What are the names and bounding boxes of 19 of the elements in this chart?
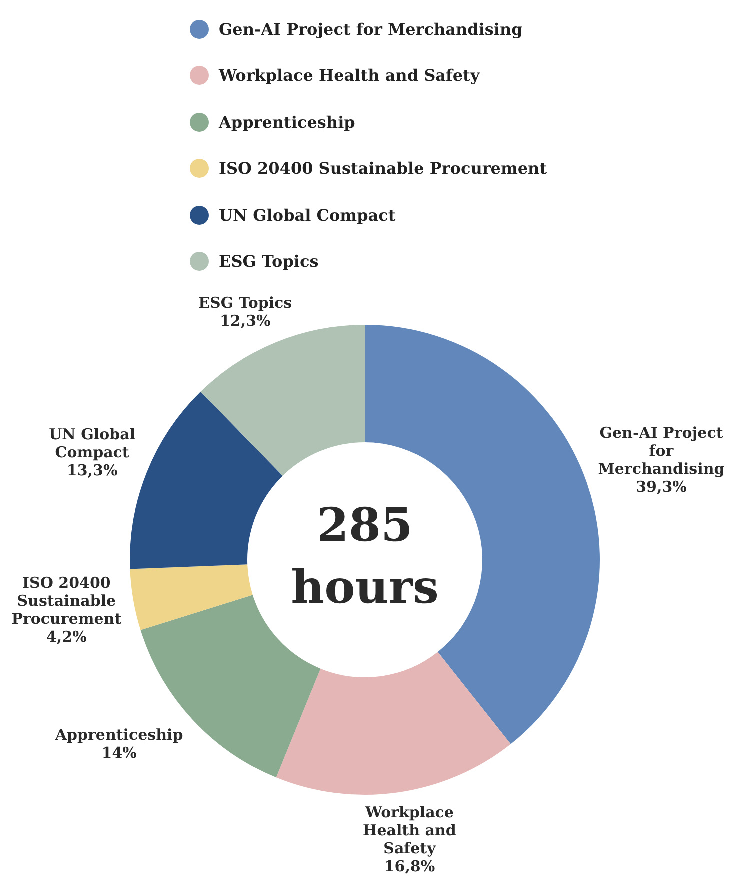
legend-label: ISO 20400 Sustainable Procurement [219, 159, 548, 178]
text: 285 hours [291, 498, 439, 614]
data-label: 12,3% [220, 312, 271, 330]
data-label: 14% [102, 744, 137, 762]
slice-label: UN Global Compact [49, 426, 136, 462]
data-label: 4,2% [46, 628, 87, 646]
slice-label: ESG Topics [198, 294, 292, 312]
legend-label: ESG Topics [219, 252, 319, 272]
data-label: 16,8% [384, 857, 436, 876]
legend-label: Apprenticeship [219, 112, 356, 132]
slice-label: Workplace Health and Safety [363, 803, 457, 858]
legend-label: Gen-AI Project for Merchandising [219, 20, 523, 39]
slice-label: Apprenticeship [54, 726, 184, 744]
legend-label: Workplace Health and Safety [219, 66, 480, 86]
data-label: 13,3% [66, 462, 118, 480]
data-label: 39,3% [636, 478, 687, 496]
slice-label: ISO 20400 Sustainable Procurement [12, 574, 122, 628]
slice-label: Gen-AI Project for Merchandising [598, 424, 726, 478]
legend-label: UN Global Compact [219, 206, 396, 225]
